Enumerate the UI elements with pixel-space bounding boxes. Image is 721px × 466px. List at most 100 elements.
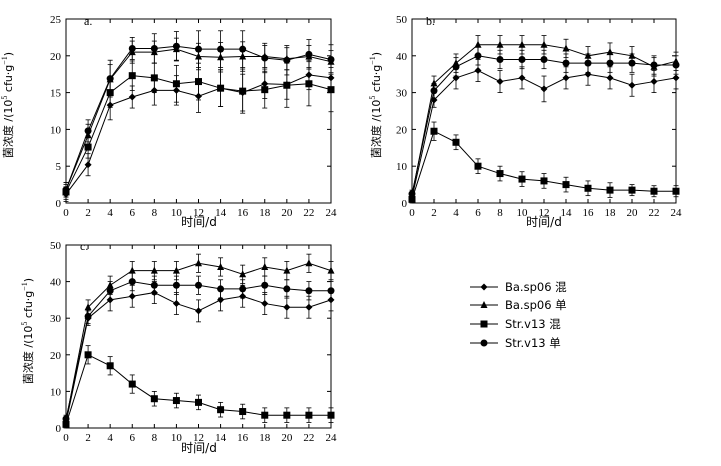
legend: Ba.sp06 混 Ba.sp06 单 Str.v13 混 Str.v13 单	[470, 280, 567, 350]
x-tick-label-panel-a: 2	[85, 207, 91, 219]
y-tick-label-panel-c: 50	[50, 240, 62, 252]
data-point-ba-sp06-mixed	[562, 74, 570, 82]
x-tick-label-panel-b: 6	[475, 207, 481, 219]
data-point-ba-sp06-single	[283, 266, 291, 274]
data-point-ba-sp06-mixed	[650, 78, 658, 86]
y-tick-label-panel-b: 20	[396, 124, 408, 136]
series-str-v13-single-panel-b	[408, 46, 680, 198]
x-tick-label-panel-c: 0	[63, 432, 69, 444]
data-point-str-v13-single	[283, 56, 291, 64]
data-point-str-v13-mixed	[172, 397, 180, 405]
data-point-str-v13-single	[62, 186, 70, 194]
data-point-str-v13-mixed	[195, 398, 202, 406]
data-point-str-v13-mixed	[217, 406, 225, 414]
data-point-ba-sp06-single	[84, 303, 92, 311]
x-axis-label-panel-b: 时间/d	[526, 215, 562, 229]
data-point-str-v13-single	[327, 287, 335, 295]
data-point-str-v13-single	[408, 190, 416, 198]
data-point-str-v13-mixed	[239, 408, 247, 416]
data-point-str-v13-single	[283, 285, 291, 293]
data-point-str-v13-single	[261, 281, 269, 289]
data-point-str-v13-mixed	[128, 380, 136, 388]
data-point-str-v13-mixed	[84, 351, 92, 359]
x-tick-label-panel-b: 8	[497, 207, 503, 219]
data-point-str-v13-single	[628, 59, 636, 67]
legend-marker-str-v13-mixed	[480, 320, 488, 328]
data-point-str-v13-mixed	[452, 138, 460, 146]
data-point-str-v13-mixed	[408, 195, 416, 203]
data-point-str-v13-mixed	[283, 81, 291, 89]
y-axis-label-panel-b: 菌浓度 /(105 cfu·g−1)	[368, 52, 383, 158]
data-point-ba-sp06-mixed	[672, 74, 680, 82]
data-point-str-v13-mixed	[496, 170, 504, 178]
x-tick-label-panel-a: 4	[107, 207, 113, 219]
data-point-ba-sp06-mixed	[283, 303, 291, 311]
data-point-ba-sp06-single	[606, 48, 614, 56]
panel-label-c: c.	[80, 239, 88, 253]
y-tick-label-panel-a: 5	[56, 161, 62, 173]
data-point-str-v13-single	[650, 61, 658, 69]
x-tick-label-panel-a: 22	[303, 207, 314, 219]
data-point-str-v13-mixed	[195, 78, 202, 86]
x-tick-label-panel-b: 2	[431, 207, 437, 219]
data-point-str-v13-single	[172, 281, 180, 289]
x-tick-label-panel-b: 16	[583, 207, 595, 219]
legend-marker-ba-sp06-mixed	[480, 283, 488, 291]
data-point-str-v13-mixed	[518, 175, 526, 183]
data-point-str-v13-single	[128, 44, 136, 52]
data-point-ba-sp06-mixed	[195, 307, 202, 315]
data-point-str-v13-single	[106, 75, 114, 83]
series-str-v13-mixed-panel-b	[408, 121, 680, 204]
legend-label-str-v13-single: Str.v13 单	[505, 336, 561, 350]
x-tick-label-panel-a: 18	[259, 207, 271, 219]
x-tick-label-panel-c: 24	[326, 432, 338, 444]
data-point-ba-sp06-single	[496, 40, 504, 48]
data-point-str-v13-single	[672, 61, 680, 69]
y-tick-label-panel-c: 10	[50, 386, 62, 398]
data-point-str-v13-mixed	[84, 143, 92, 151]
data-point-str-v13-mixed	[305, 80, 313, 88]
data-point-str-v13-single	[562, 59, 570, 67]
data-point-ba-sp06-single	[217, 262, 225, 270]
panel-label-b: b.	[426, 14, 435, 28]
data-point-str-v13-single	[239, 45, 247, 53]
data-point-str-v13-mixed	[562, 181, 570, 189]
x-axis-label-panel-c: 时间/d	[181, 441, 217, 455]
data-point-str-v13-single	[172, 42, 180, 50]
x-tick-label-panel-c: 12	[193, 432, 204, 444]
data-point-str-v13-mixed	[540, 177, 548, 185]
x-tick-label-panel-b: 10	[517, 207, 529, 219]
chart-panel-a: 菌浓度 /(105 cfu·g−1) a. 时间/d 0510152025024…	[0, 14, 337, 229]
y-tick-label-panel-a: 15	[50, 88, 62, 100]
chart-panel-c: 菌浓度 /(105 cfu·g−1) c. 时间/d 0 10 20 30 40 50 0 2…	[20, 239, 337, 455]
y-tick-label-panel-b: 30	[396, 88, 408, 100]
y-tick-label-panel-b: 0	[402, 198, 408, 210]
x-tick-label-panel-b: 4	[453, 207, 459, 219]
data-point-str-v13-mixed	[239, 87, 247, 95]
x-tick-label-panel-c: 16	[237, 432, 249, 444]
x-tick-label-panel-a: 0	[63, 207, 69, 219]
data-point-ba-sp06-mixed	[305, 303, 313, 311]
legend-label-ba-sp06-single: Ba.sp06 单	[505, 298, 567, 312]
x-tick-label-panel-a: 24	[326, 207, 338, 219]
data-point-str-v13-mixed	[150, 395, 158, 403]
data-point-ba-sp06-single	[305, 259, 313, 267]
x-axis-label-panel-a: 时间/d	[181, 215, 217, 229]
data-point-ba-sp06-single	[474, 40, 482, 48]
data-point-str-v13-mixed	[128, 72, 136, 80]
data-point-str-v13-mixed	[261, 86, 269, 94]
data-point-str-v13-single	[239, 285, 247, 293]
data-point-str-v13-single	[195, 281, 202, 289]
data-point-str-v13-mixed	[327, 411, 335, 419]
data-point-ba-sp06-mixed	[84, 161, 92, 169]
data-point-str-v13-single	[195, 45, 202, 53]
x-tick-label-panel-b: 18	[605, 207, 617, 219]
x-tick-label-panel-a: 8	[152, 207, 158, 219]
data-point-str-v13-mixed	[430, 127, 438, 135]
data-point-str-v13-mixed	[474, 162, 482, 170]
x-tick-label-panel-b: 14	[561, 207, 573, 219]
x-tick-label-panel-c: 6	[130, 432, 136, 444]
y-tick-label-panel-b: 10	[396, 161, 408, 173]
series-str-v13-single-panel-c	[62, 272, 335, 423]
